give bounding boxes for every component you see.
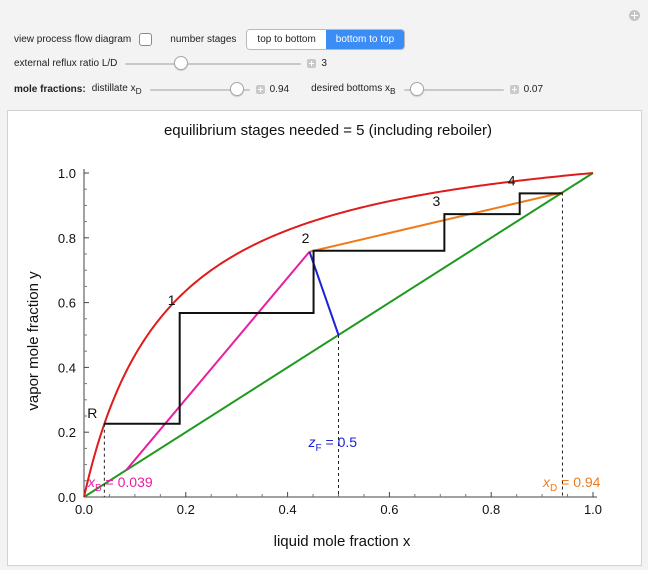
distillate-label-sub: D [135, 86, 142, 96]
process-flow-label: view process flow diagram [14, 34, 132, 45]
distillate-slider-track [149, 88, 250, 91]
stage-staircase [104, 192, 563, 425]
xd-annotation: xD = 0.94 [542, 474, 601, 494]
reflux-slider-thumb[interactable] [173, 55, 188, 70]
chart-title: equilibrium stages needed = 5 (including… [164, 122, 492, 139]
y-tick-label: 0.4 [58, 360, 76, 375]
bottoms-slider[interactable] [403, 81, 504, 96]
xb-annotation: xB = 0.039 [87, 474, 153, 494]
controls-row-3: mole fractions: distillate xD 0.94 desir… [14, 81, 544, 96]
y-tick-label: 1.0 [58, 166, 76, 181]
zf-annotation: zF = 0.5 [308, 434, 358, 454]
x-tick-label: 1.0 [584, 502, 602, 517]
mccabe-thiele-chart: equilibrium stages needed = 5 (including… [25, 122, 602, 550]
bottom-to-top-button[interactable]: bottom to top [325, 30, 405, 49]
number-stages-label: number stages [170, 34, 237, 45]
x-tick-label: 0.4 [279, 502, 297, 517]
bottoms-slider-track [403, 88, 504, 91]
x-tick-label: 0.2 [177, 502, 195, 517]
stage-label-4: 4 [508, 172, 516, 188]
top-to-bottom-button[interactable]: top to bottom [247, 30, 326, 49]
stage-direction-toggle[interactable]: top to bottom bottom to top [246, 29, 406, 50]
stage-label-1: 1 [168, 292, 176, 308]
equilibrium-curve [83, 172, 594, 498]
curves [83, 172, 594, 498]
x-tick-label: 0.0 [75, 502, 93, 517]
reflux-slider-track [125, 62, 302, 65]
y-tick-label: 0.6 [58, 296, 76, 311]
stage-label-3: 3 [432, 193, 440, 209]
reflux-plus-icon[interactable] [307, 59, 317, 68]
mole-fractions-label: mole fractions: [14, 84, 86, 95]
plot-panel: equilibrium stages needed = 5 (including… [7, 110, 642, 566]
bottoms-value: 0.07 [523, 84, 544, 95]
bottoms-label-sub: B [390, 86, 396, 96]
x-axis-label: liquid mole fraction x [274, 533, 411, 550]
distillate-slider[interactable] [149, 81, 250, 96]
y-tick-label: 0.8 [58, 231, 76, 246]
y-tick-label: 0.0 [58, 490, 76, 505]
stage-label-r: R [87, 405, 97, 421]
x-tick-label: 0.6 [380, 502, 398, 517]
distillate-slider-thumb[interactable] [230, 81, 245, 96]
stripping-line [125, 251, 311, 471]
reflux-value: 3 [321, 58, 327, 69]
tick-labels: 0.00.0 0.2 0.2 0.4 0.4 0.6 0.6 0.8 0.8 1.0 1.0 [58, 166, 602, 517]
reflux-label: external reflux ratio L/D [14, 58, 117, 69]
distillate-label: distillate xD [92, 83, 142, 96]
bottoms-plus-icon[interactable] [509, 85, 519, 94]
distillate-label-text: distillate x [91, 83, 136, 94]
bottoms-label: desired bottoms xB [311, 83, 396, 96]
distillate-plus-icon[interactable] [255, 85, 265, 94]
y-axis-label: vapor mole fraction y [25, 271, 42, 411]
process-flow-checkbox[interactable] [139, 33, 153, 46]
controls-row-2: external reflux ratio L/D 3 [14, 55, 327, 70]
axes [83, 169, 597, 498]
controls-panel: view process flow diagram number stages … [0, 0, 648, 108]
controls-row-1: view process flow diagram number stages … [14, 29, 406, 50]
reflux-slider[interactable] [125, 55, 302, 70]
x-tick-label: 0.8 [482, 502, 500, 517]
distillate-value: 0.94 [269, 84, 290, 95]
bottoms-label-text: desired bottoms x [311, 83, 391, 94]
stage-labels: R 1 2 3 4 [87, 172, 516, 420]
y-tick-label: 0.2 [58, 425, 76, 440]
corner-plus-icon[interactable] [629, 10, 640, 21]
reflux-label-text: external reflux ratio L/D [14, 58, 118, 69]
bottoms-slider-thumb[interactable] [409, 81, 424, 96]
annotations: xB = 0.039 zF = 0.5 xD = 0.94 [87, 434, 601, 494]
stage-label-2: 2 [302, 230, 310, 246]
